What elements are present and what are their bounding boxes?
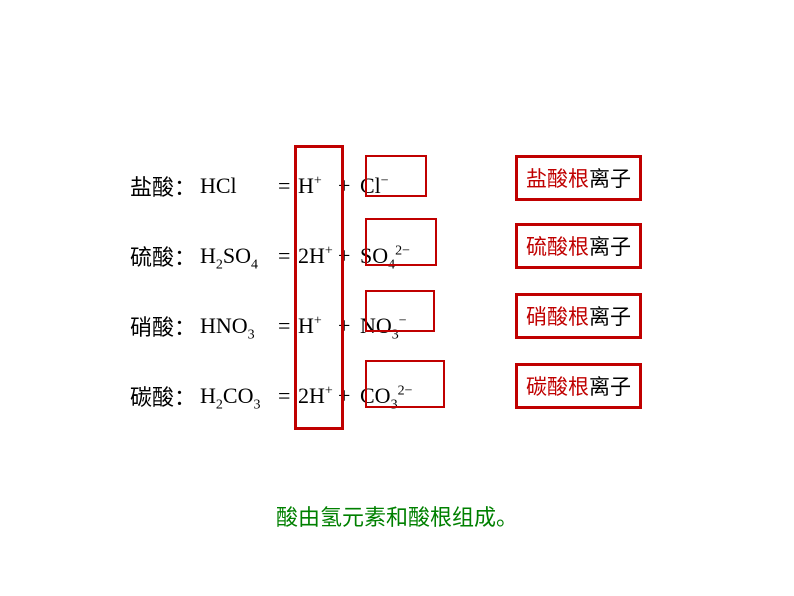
ion-name-box: 硫酸根离子	[515, 223, 642, 269]
ion-name-box: 盐酸根离子	[515, 155, 642, 201]
acid-name-label: 硫酸：	[130, 240, 200, 272]
ion-name-box: 硝酸根离子	[515, 293, 642, 339]
summary-text: 酸由氢元素和酸根组成。	[0, 500, 794, 532]
acid-name-label: 硝酸：	[130, 310, 200, 342]
acid-name-label: 盐酸：	[130, 170, 200, 202]
equation-formula: H2SO4 = 2H+ + SO42−	[200, 243, 495, 269]
acid-name-label: 碳酸：	[130, 380, 200, 412]
ion-name-box: 碳酸根离子	[515, 363, 642, 409]
equation-formula: HCl = H+ + Cl−	[200, 173, 495, 199]
equation-formula: H2CO3 = 2H+ + CO32−	[200, 383, 495, 409]
equation-formula: HNO3 = H+ + NO3−	[200, 313, 495, 339]
